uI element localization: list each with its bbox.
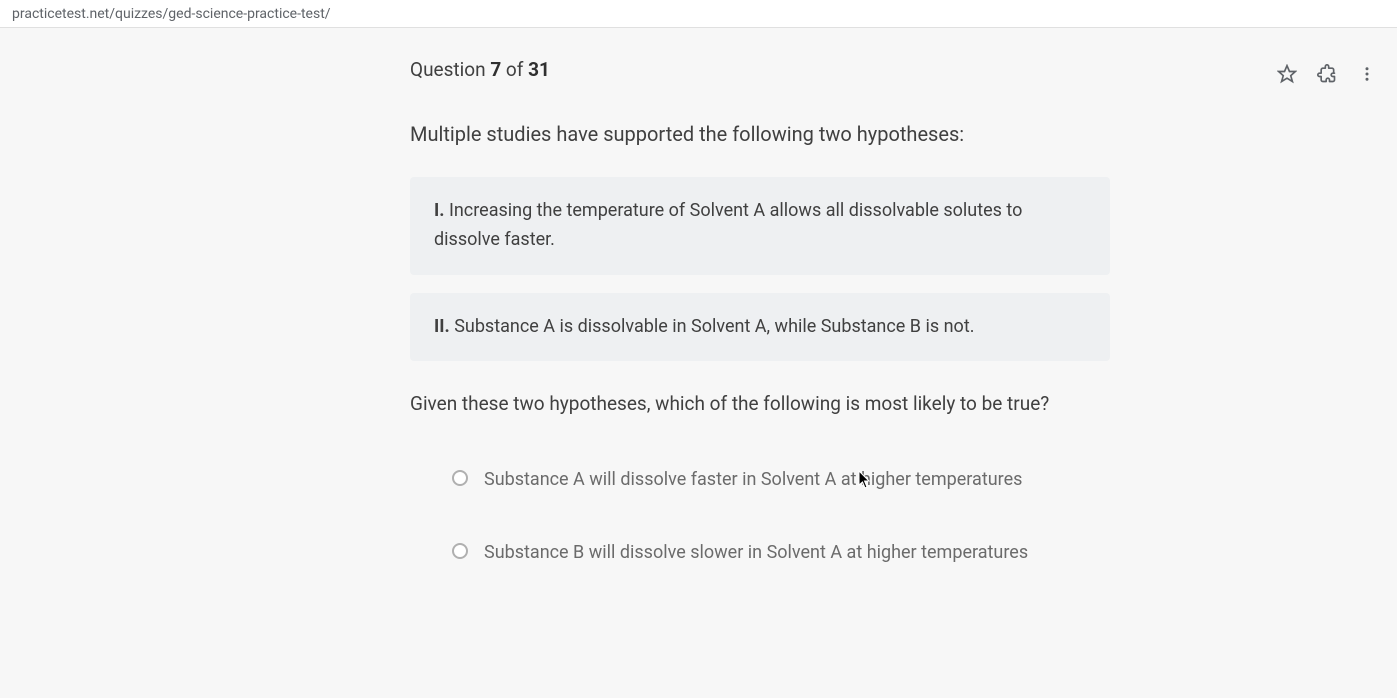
star-icon[interactable]	[1277, 64, 1297, 84]
browser-address-bar: practicetest.net/quizzes/ged-science-pra…	[0, 0, 1397, 28]
answer-text: Substance A will dissolve faster in Solv…	[484, 466, 1022, 495]
counter-total: 31	[528, 58, 550, 81]
question-prompt: Given these two hypotheses, which of the…	[410, 389, 1110, 419]
radio-icon[interactable]	[452, 543, 468, 559]
question-intro: Multiple studies have supported the foll…	[410, 119, 1110, 149]
url-text[interactable]: practicetest.net/quizzes/ged-science-pra…	[12, 6, 1385, 22]
counter-of: of	[501, 58, 528, 81]
answer-text: Substance B will dissolve slower in Solv…	[484, 539, 1028, 568]
hypothesis-box: II. Substance A is dissolvable in Solven…	[410, 293, 1110, 362]
question-counter: Question 7 of 31	[410, 58, 1110, 81]
hypothesis-roman: I.	[434, 200, 445, 221]
counter-current: 7	[490, 58, 501, 81]
hypothesis-box: I. Increasing the temperature of Solvent…	[410, 177, 1110, 275]
more-menu-icon[interactable]	[1357, 64, 1377, 84]
quiz-container: Question 7 of 31 Multiple studies have s…	[390, 58, 1130, 577]
hypothesis-roman: II.	[434, 316, 450, 337]
extensions-icon[interactable]	[1317, 64, 1337, 84]
answer-option[interactable]: Substance B will dissolve slower in Solv…	[410, 529, 1110, 578]
hypothesis-text: Increasing the temperature of Solvent A …	[434, 200, 1022, 250]
answer-option[interactable]: Substance A will dissolve faster in Solv…	[410, 456, 1110, 505]
hypothesis-text: Substance A is dissolvable in Solvent A,…	[450, 316, 975, 337]
counter-prefix: Question	[410, 58, 490, 81]
page-content: Question 7 of 31 Multiple studies have s…	[0, 28, 1397, 698]
radio-icon[interactable]	[452, 470, 468, 486]
browser-toolbar-icons	[1277, 64, 1377, 84]
